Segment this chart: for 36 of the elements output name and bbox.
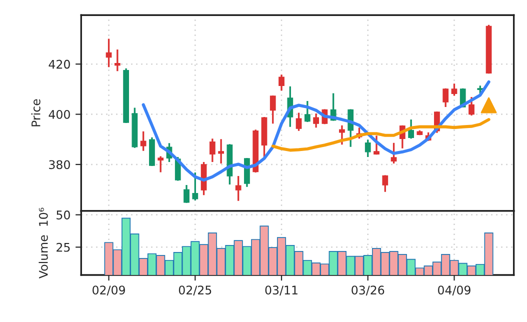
x-tick-label: 03/26 xyxy=(352,286,384,296)
x-tick-label: 04/09 xyxy=(438,286,470,296)
candlestick xyxy=(408,118,414,140)
candlestick xyxy=(304,100,310,123)
candlestick xyxy=(374,134,380,156)
candlestick xyxy=(278,74,284,92)
candlestick xyxy=(382,174,388,193)
candlestick xyxy=(106,38,112,68)
candlestick xyxy=(184,184,190,204)
candlestick xyxy=(451,82,458,97)
y-axis-title: Price xyxy=(31,99,40,126)
y-tick-label: 400 xyxy=(48,110,70,119)
candlestick xyxy=(235,175,242,202)
candlestick xyxy=(339,124,345,146)
candlestick xyxy=(218,138,224,164)
candlestick xyxy=(296,112,302,132)
candlestick xyxy=(364,138,371,158)
candlestick xyxy=(140,130,146,152)
candlestick xyxy=(442,88,449,108)
x-tick-label: 02/09 xyxy=(92,286,125,296)
y-axis-title: Volume 10⁶ xyxy=(38,208,48,278)
candlestick xyxy=(270,94,276,124)
candlestick xyxy=(192,172,198,202)
x-tick-label: 02/25 xyxy=(178,286,212,296)
y-tick-label: 420 xyxy=(48,60,70,69)
candlestick xyxy=(468,96,474,116)
candlestick xyxy=(158,155,164,174)
x-tick-label: 03/11 xyxy=(265,286,298,296)
y-tick-label: 25 xyxy=(56,242,70,252)
y-tick-label: 380 xyxy=(49,160,70,170)
line-series xyxy=(142,80,490,182)
candlestick xyxy=(390,142,397,164)
candlestick xyxy=(114,48,120,72)
candlestick xyxy=(313,112,319,128)
candlestick xyxy=(209,138,216,163)
y-tick-label: 50 xyxy=(56,210,70,220)
